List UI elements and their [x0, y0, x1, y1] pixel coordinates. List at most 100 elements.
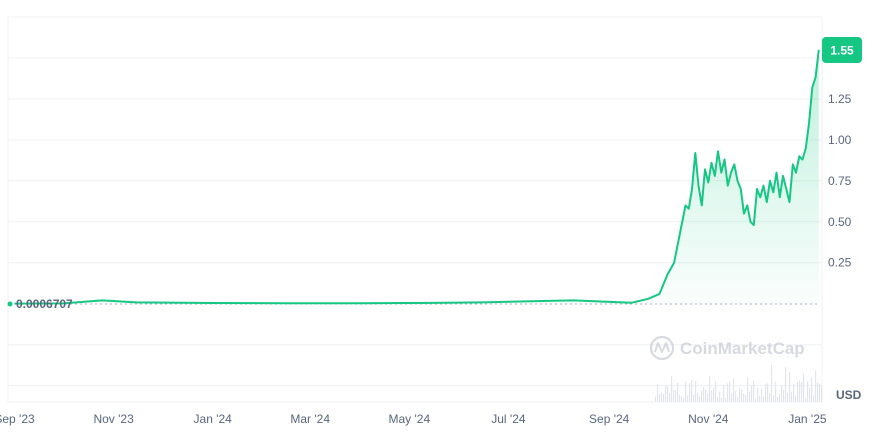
volume-bar — [761, 388, 763, 402]
volume-bar — [729, 381, 731, 402]
volume-bar — [679, 394, 681, 402]
volume-bar — [655, 396, 657, 402]
volume-bar — [797, 381, 799, 402]
volume-bar — [681, 396, 683, 402]
volume-bar — [663, 394, 665, 402]
volume-bar — [695, 381, 697, 402]
volume-bar — [759, 395, 761, 402]
volume-bar — [715, 381, 717, 402]
volume-bar — [741, 389, 743, 402]
x-tick-label: Nov '24 — [688, 412, 729, 426]
volume-bar — [691, 380, 693, 402]
volume-bar — [675, 390, 677, 402]
x-tick-label: Jan '25 — [788, 412, 827, 426]
volume-bar — [701, 391, 703, 402]
volume-bar — [819, 384, 821, 402]
volume-bar — [783, 389, 785, 402]
y-tick-label: 0.75 — [828, 174, 852, 188]
currency-label: USD — [836, 388, 862, 402]
volume-bar — [821, 386, 823, 402]
volume-bar — [769, 393, 771, 402]
volume-bar — [749, 391, 751, 402]
price-line — [14, 49, 820, 305]
last-price-badge: 1.55 — [822, 37, 862, 63]
volume-bar — [779, 393, 781, 402]
volume-bar — [755, 398, 757, 402]
volume-bar — [803, 373, 805, 402]
y-tick-label: 0.50 — [828, 215, 852, 229]
volume-bar — [793, 384, 795, 402]
last-price-label: 1.55 — [830, 44, 854, 58]
x-tick-label: May '24 — [388, 412, 430, 426]
x-tick-label: Mar '24 — [290, 412, 330, 426]
volume-bar — [739, 387, 741, 402]
volume-bar — [743, 393, 745, 402]
volume-bar — [669, 393, 671, 402]
volume-bar — [765, 384, 767, 402]
volume-bar — [777, 397, 779, 402]
x-tick-label: Sep '23 — [0, 412, 35, 426]
volume-bar — [815, 370, 817, 402]
volume-bar — [711, 390, 713, 402]
volume-bar — [805, 398, 807, 402]
volume-bar — [657, 384, 659, 402]
plot-frame — [7, 16, 823, 403]
volume-bar — [693, 394, 695, 402]
volume-bar — [733, 378, 735, 402]
baseline-label: 0.0006707 — [16, 297, 73, 311]
y-tick-label: 1.00 — [828, 133, 852, 147]
volume-bar — [787, 392, 789, 402]
x-tick-label: Nov '23 — [93, 412, 134, 426]
volume-bar — [703, 387, 705, 402]
volume-bar — [789, 372, 791, 402]
volume-bar — [751, 385, 753, 402]
volume-bar — [799, 380, 801, 402]
volume-bar — [721, 398, 723, 402]
volume-bar — [671, 376, 673, 402]
volume-bar — [809, 388, 811, 402]
volume-bar — [731, 393, 733, 402]
coinmarketcap-logo-icon — [649, 335, 675, 361]
x-tick-label: Sep '24 — [589, 412, 630, 426]
volume-bar — [807, 381, 809, 402]
watermark: CoinMarketCap — [649, 335, 805, 361]
volume-bar — [813, 395, 815, 402]
y-tick-label: 0.25 — [828, 256, 852, 270]
volume-bar — [781, 385, 783, 402]
volume-bar — [699, 396, 701, 402]
volume-bar — [795, 396, 797, 402]
volume-bar — [725, 397, 727, 402]
price-area — [14, 49, 819, 304]
volume-bar — [709, 376, 711, 402]
watermark-text: CoinMarketCap — [680, 339, 805, 358]
volume-bar — [673, 390, 675, 402]
volume-bar — [719, 391, 721, 402]
volume-bar — [801, 382, 803, 402]
volume-bar — [737, 397, 739, 402]
y-axis-ticks: 0.25 0.50 0.75 1.00 1.25 — [828, 92, 852, 270]
x-tick-label: Jan '24 — [194, 412, 233, 426]
volume-bar — [683, 397, 685, 402]
volume-bar — [713, 387, 715, 402]
volume-bar — [727, 383, 729, 402]
y-tick-label: 1.25 — [828, 92, 852, 106]
volume-bar — [773, 395, 775, 402]
volume-bar — [747, 377, 749, 402]
volume-bar — [775, 381, 777, 402]
volume-bar — [687, 395, 689, 402]
volume-bar — [763, 397, 765, 402]
volume-bar — [661, 392, 663, 402]
volume-bar — [689, 383, 691, 402]
volume-bar — [677, 383, 679, 402]
volume-bar — [685, 381, 687, 402]
x-tick-label: Jul '24 — [491, 412, 526, 426]
volume-bar — [707, 393, 709, 402]
volume-bar — [667, 386, 669, 402]
volume-bar — [705, 389, 707, 402]
volume-bar — [791, 391, 793, 402]
volume-bar — [665, 385, 667, 402]
volume-bar — [745, 394, 747, 402]
volume-bar — [697, 392, 699, 402]
volume-bar — [767, 383, 769, 402]
